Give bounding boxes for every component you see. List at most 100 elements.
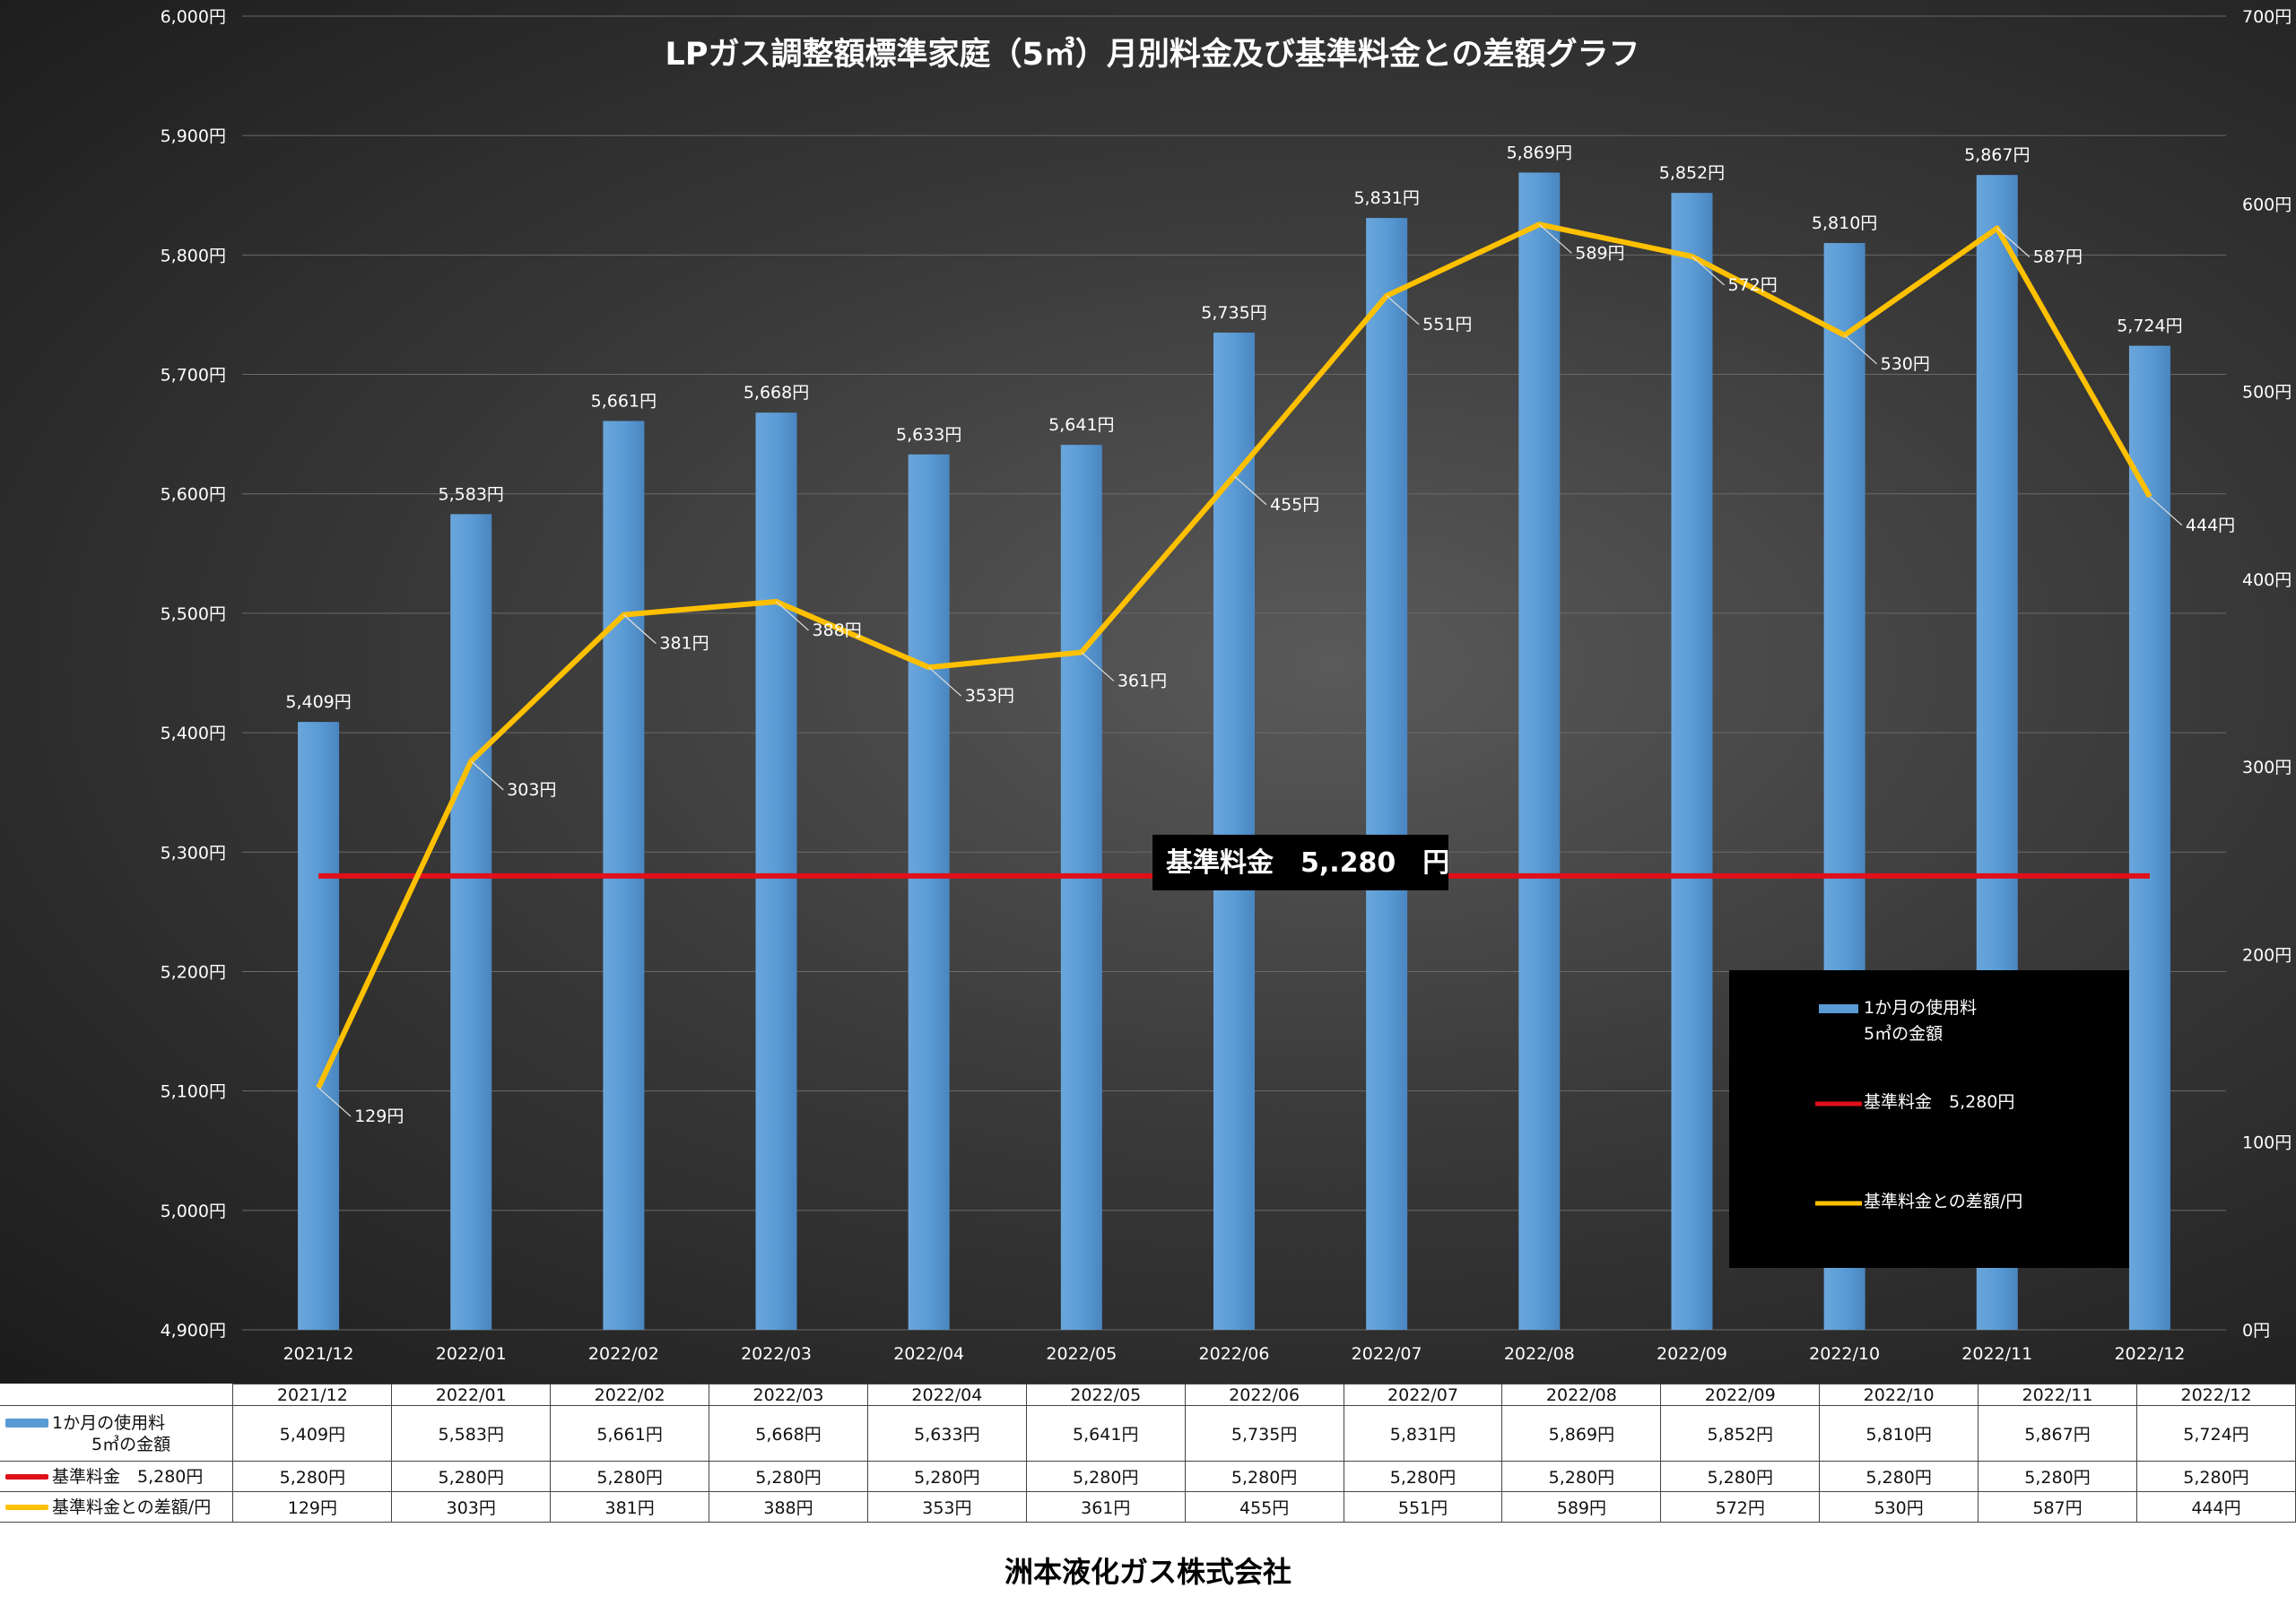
right-axis-tick-label: 100円 [2242, 1133, 2292, 1153]
data-label-leader [1538, 223, 1572, 254]
bar [1213, 332, 1255, 1330]
table-header-cell: 2022/01 [391, 1384, 552, 1406]
data-label-leader [317, 1087, 352, 1117]
left-axis-tick-label: 6,000円 [161, 7, 226, 27]
table-cell: 5,409円 [232, 1405, 393, 1462]
table-cell: 589円 [1501, 1491, 1662, 1523]
bar-data-label: 5,831円 [1353, 188, 1419, 208]
left-axis-tick-label: 5,500円 [161, 604, 226, 624]
data-label-leader [776, 601, 809, 631]
difference-data-label: 388円 [813, 621, 862, 640]
table-header-cell: 2022/08 [1501, 1384, 1662, 1406]
bar [1060, 445, 1102, 1330]
legend-label: 1か月の使用料 [1864, 998, 1977, 1018]
bar-data-label: 5,633円 [896, 425, 961, 445]
table-header-cell: 2021/12 [232, 1384, 393, 1406]
difference-data-label: 381円 [659, 634, 709, 654]
right-axis-tick-label: 200円 [2242, 945, 2292, 965]
x-axis-tick-label: 2022/02 [588, 1344, 659, 1364]
table-cell: 5,869円 [1501, 1405, 1662, 1462]
table-cell: 5,280円 [1819, 1461, 1979, 1492]
table-cell: 388円 [709, 1491, 868, 1523]
table-cell: 444円 [2135, 1491, 2296, 1523]
x-axis-tick-label: 2022/05 [1046, 1344, 1117, 1364]
right-axis-tick-label: 500円 [2242, 383, 2292, 403]
table-header-cell: 2022/07 [1343, 1384, 1503, 1406]
bar [1518, 172, 1561, 1331]
left-axis-tick-label: 5,300円 [161, 843, 226, 863]
table-legend-swatch [5, 1474, 48, 1480]
company-footer: 洲本液化ガス株式会社 [1004, 1555, 1292, 1589]
table-cell: 5,280円 [709, 1461, 868, 1492]
table-cell: 5,280円 [1501, 1461, 1662, 1492]
bar-data-label: 5,735円 [1201, 303, 1266, 323]
table-cell: 5,280円 [232, 1461, 393, 1492]
difference-data-label: 303円 [507, 780, 556, 800]
bar-data-label: 5,724円 [2117, 317, 2182, 336]
table-cell: 5,280円 [2135, 1461, 2296, 1492]
bar-data-label: 5,661円 [591, 391, 657, 411]
table-row-label: 5㎥の金額 [91, 1434, 171, 1454]
right-axis-tick-label: 700円 [2242, 7, 2292, 27]
table-cell: 5,280円 [1025, 1461, 1186, 1492]
bar [2128, 345, 2170, 1331]
data-label-leader [2149, 496, 2183, 526]
data-table-wrap: 2021/12 2022/01 2022/02 2022/03 2022/04 2022/… [0, 1384, 2296, 1536]
data-label-leader [1844, 334, 1878, 365]
table-cell: 5,661円 [550, 1405, 710, 1462]
data-label-leader [928, 666, 962, 697]
left-axis-tick-label: 4,900円 [161, 1321, 226, 1341]
bar-data-label: 5,583円 [439, 484, 504, 504]
data-label-leader [470, 760, 504, 791]
difference-data-label: 530円 [1881, 354, 1930, 374]
x-axis-tick-label: 2022/09 [1657, 1344, 1727, 1364]
data-label-leader [1081, 652, 1115, 681]
table-header-cell: 2022/10 [1819, 1384, 1979, 1406]
table-row-label: 基準料金 5,280円 [52, 1466, 204, 1487]
left-axis-tick-label: 5,900円 [161, 126, 226, 146]
table-row-header: 基準料金との差額/円 [0, 1491, 234, 1523]
x-axis-tick-label: 2022/04 [893, 1344, 964, 1364]
data-label-leader [1692, 256, 1725, 286]
data-label-leader [622, 614, 657, 645]
difference-data-label: 129円 [354, 1107, 404, 1126]
bar [298, 722, 340, 1330]
data-label-leader [1233, 475, 1267, 506]
table-cell: 353円 [866, 1491, 1027, 1523]
table-cell: 551円 [1343, 1491, 1503, 1523]
difference-data-label: 587円 [2033, 247, 2083, 266]
difference-data-label: 572円 [1727, 275, 1777, 295]
table-cell: 5,735円 [1184, 1405, 1344, 1462]
bar-data-label: 5,668円 [744, 383, 809, 403]
table-cell: 455円 [1184, 1491, 1344, 1523]
right-axis-tick-label: 400円 [2242, 570, 2292, 590]
table-cell: 5,280円 [1343, 1461, 1503, 1492]
x-axis-tick-label: 2022/03 [741, 1344, 812, 1364]
table-header-cell: 2022/02 [550, 1384, 710, 1406]
data-label-leader [1386, 295, 1420, 325]
bar [1366, 218, 1408, 1330]
bar-data-label: 5,867円 [1964, 145, 2030, 165]
bar-data-label: 5,409円 [285, 692, 351, 712]
left-axis-tick-label: 5,400円 [161, 724, 226, 743]
bar [450, 514, 492, 1330]
table-row-header: 1か月の使用料 5㎥の金額 [0, 1405, 234, 1462]
x-axis-tick-label: 2022/06 [1199, 1344, 1270, 1364]
right-axis-tick-label: 0円 [2242, 1321, 2270, 1341]
table-cell: 5,280円 [1660, 1461, 1821, 1492]
bar-data-label: 5,852円 [1659, 163, 1725, 183]
x-axis-tick-label: 2022/12 [2114, 1344, 2185, 1364]
table-row-header: 基準料金 5,280円 [0, 1461, 234, 1492]
difference-data-label: 455円 [1270, 495, 1319, 515]
x-axis-tick-label: 2022/07 [1352, 1344, 1422, 1364]
right-axis-tick-label: 300円 [2242, 758, 2292, 777]
table-cell: 129円 [232, 1491, 393, 1523]
left-axis-tick-label: 5,600円 [161, 485, 226, 505]
left-axis-tick-label: 5,700円 [161, 366, 226, 386]
table-header-cell: 2022/04 [866, 1384, 1027, 1406]
table-cell: 587円 [1978, 1491, 2137, 1523]
base-price-annotation: 基準料金 5,.280 円 [1166, 847, 1449, 879]
combo-chart: 4,900円 5,000円 5,100円 5,200円 5,300円 5,400円 5,50… [161, 7, 2292, 1364]
chart-area: 4,900円 5,000円 5,100円 5,200円 5,300円 5,400円 5,50… [0, 0, 2296, 1384]
table-cell: 5,867円 [1978, 1405, 2137, 1462]
